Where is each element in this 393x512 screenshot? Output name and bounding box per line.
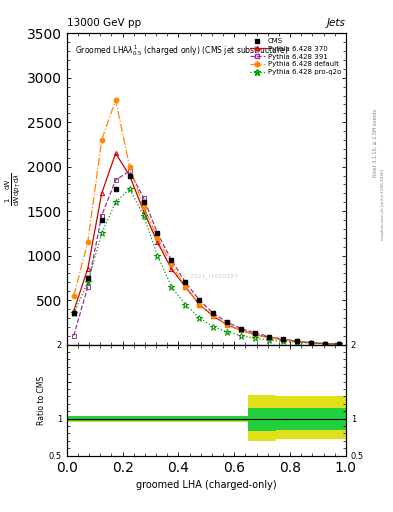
Text: mcplots.cern.ch [arXiv:1306.3436]: mcplots.cern.ch [arXiv:1306.3436]: [381, 169, 385, 240]
Text: 13000 GeV pp: 13000 GeV pp: [67, 17, 141, 28]
X-axis label: groomed LHA (charged-only): groomed LHA (charged-only): [136, 480, 277, 490]
Text: Jets: Jets: [327, 17, 346, 28]
Legend: CMS, Pythia 6.428 370, Pythia 6.428 391, Pythia 6.428 default, Pythia 6.428 pro-: CMS, Pythia 6.428 370, Pythia 6.428 391,…: [248, 37, 342, 76]
Text: Rivet 3.1.10, ≥ 2.5M events: Rivet 3.1.10, ≥ 2.5M events: [373, 109, 378, 178]
Text: Groomed LHA$\lambda^{1}_{0.5}$ (charged only) (CMS jet substructure): Groomed LHA$\lambda^{1}_{0.5}$ (charged …: [75, 42, 289, 57]
Y-axis label: Ratio to CMS: Ratio to CMS: [37, 375, 46, 424]
Y-axis label: $\frac{1}{\mathrm{d}N}\frac{\mathrm{d}N}{\mathrm{d}p_T\,\mathrm{d}\lambda}$: $\frac{1}{\mathrm{d}N}\frac{\mathrm{d}N}…: [3, 172, 23, 206]
Text: CMS_2021_I1920187: CMS_2021_I1920187: [174, 273, 239, 279]
